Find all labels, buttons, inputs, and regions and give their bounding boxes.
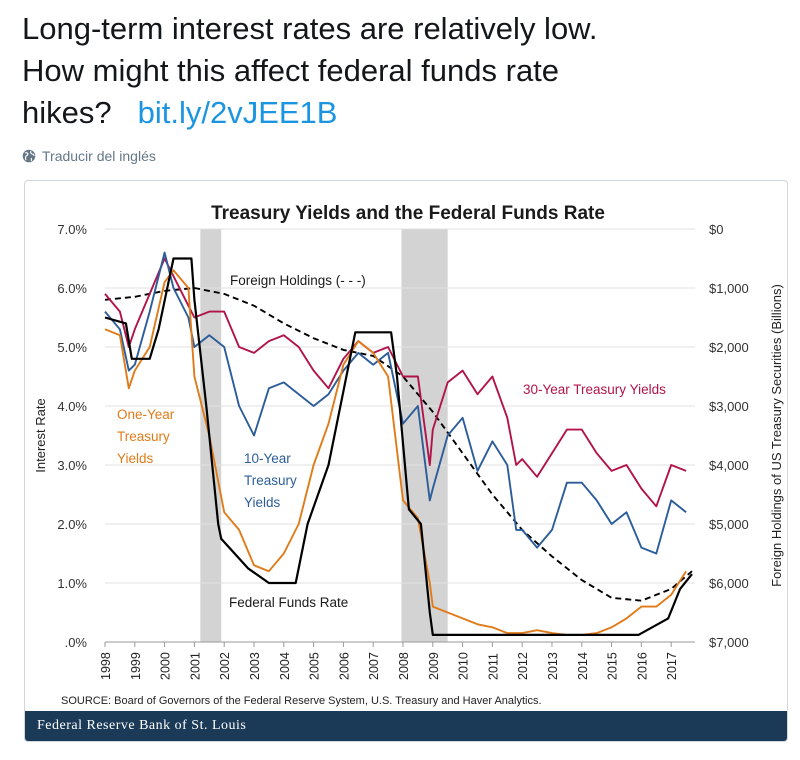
x-tick-label: 2002 [218, 652, 232, 680]
x-tick-label: 2006 [337, 652, 351, 680]
annotation-foreign-holdings: Foreign Holdings (- - -) [230, 273, 366, 288]
recession-band-1 [401, 229, 448, 642]
tweet-line-2: How might this affect federal funds rate [22, 53, 560, 88]
x-tick-label: 2001 [188, 652, 202, 680]
y2-tick-label: $0 [709, 222, 723, 237]
chart: Treasury Yields and the Federal Funds Ra… [33, 203, 784, 680]
annotation-10-year-l2: Treasury [244, 473, 297, 488]
chart-source: SOURCE: Board of Governors of the Federa… [61, 695, 542, 707]
x-tick-label: 2005 [308, 652, 322, 680]
y-tick-label: .0% [65, 635, 88, 650]
annotation-one-year-l2: Treasury [117, 429, 170, 444]
translate-button[interactable]: Traducir del inglés [22, 148, 156, 164]
annotation-one-year-l3: Yields [117, 451, 154, 466]
tweet-line-1: Long-term interest rates are relatively … [22, 11, 598, 46]
y-tick-label: 3.0% [57, 458, 87, 473]
x-tick-label: 2010 [457, 652, 471, 680]
y-tick-label: 4.0% [57, 399, 87, 414]
x-tick-label: 2000 [159, 652, 173, 680]
chart-title: Treasury Yields and the Federal Funds Ra… [211, 203, 605, 224]
x-tick-label: 2014 [576, 652, 590, 680]
annotation-10-year-l1: 10-Year [244, 451, 291, 466]
annotation-10-year-l3: Yields [244, 495, 281, 510]
recession-band-0 [200, 229, 222, 642]
y2-tick-label: $6,000 [709, 576, 749, 591]
series-line-10-year-treasury-yields [104, 251, 687, 555]
y2-tick-label: $2,000 [709, 340, 749, 355]
x-tick-label: 2008 [397, 652, 411, 680]
x-tick-label: 2013 [546, 652, 560, 680]
x-tick-label: 2017 [665, 652, 679, 680]
tweet-text: Long-term interest rates are relatively … [22, 8, 782, 134]
y-axis-title: Interest Rate [33, 398, 48, 472]
tweet-line-3-text: hikes? [22, 95, 112, 130]
series-line-foreign-holdings- [104, 287, 693, 602]
globe-icon [22, 149, 36, 163]
series-line-one-year-treasury-yields [104, 269, 687, 636]
y-tick-label: 7.0% [57, 222, 87, 237]
chart-card[interactable]: Treasury Yields and the Federal Funds Ra… [24, 180, 788, 742]
x-tick-label: 2003 [248, 652, 262, 680]
x-tick-label: 2016 [635, 652, 649, 680]
series-line-federal-funds-rate [104, 257, 693, 636]
y2-tick-label: $1,000 [709, 281, 749, 296]
brand-logo-text: Federal Reserve Bank of St. Louis [37, 718, 247, 733]
x-tick-label: 2015 [606, 652, 620, 680]
y-tick-label: 6.0% [57, 281, 87, 296]
x-tick-label: 2004 [278, 652, 292, 680]
x-tick-label: 2012 [516, 652, 530, 680]
annotation-federal-funds: Federal Funds Rate [229, 595, 348, 610]
y2-axis-title: Foreign Holdings of US Treasury Securiti… [769, 284, 784, 587]
x-tick-label: 1999 [129, 652, 143, 680]
x-tick-label: 2007 [367, 652, 381, 680]
tweet-link[interactable]: bit.ly/2vJEE1B [137, 95, 338, 130]
x-tick-label: 2011 [486, 653, 500, 680]
y-tick-label: 1.0% [57, 576, 87, 591]
y2-tick-label: $5,000 [709, 517, 749, 532]
y-tick-label: 2.0% [57, 517, 87, 532]
chart-footer-bar: Federal Reserve Bank of St. Louis [25, 711, 787, 741]
y2-tick-label: $7,000 [709, 635, 749, 650]
translate-label: Traducir del inglés [42, 148, 156, 164]
y2-tick-label: $4,000 [709, 458, 749, 473]
annotation-30-year: 30-Year Treasury Yields [523, 382, 666, 397]
x-tick-label: 1998 [99, 652, 113, 680]
x-tick-label: 2009 [427, 652, 441, 680]
tweet-line-3: hikes? bit.ly/2vJEE1B [22, 92, 782, 134]
y2-tick-label: $3,000 [709, 399, 749, 414]
y-tick-label: 5.0% [57, 340, 87, 355]
annotation-one-year-l1: One-Year [117, 407, 175, 422]
